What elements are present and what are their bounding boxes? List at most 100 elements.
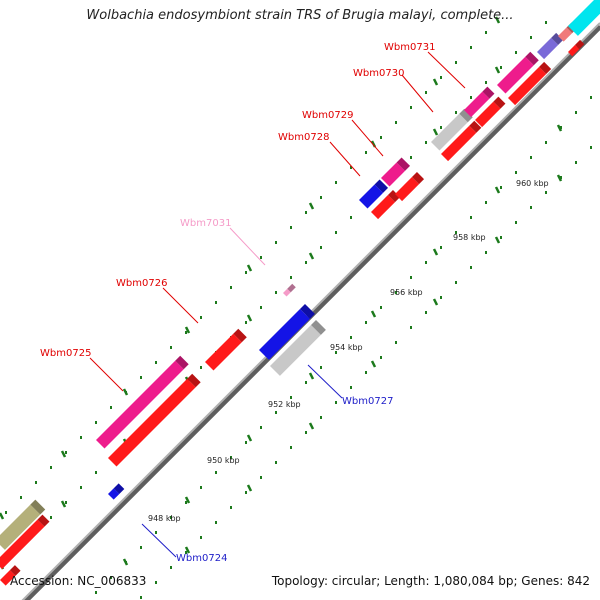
tick-label-952: 952 kbp [268, 400, 301, 409]
gene-label-wbm0724[interactable]: Wbm0724 [176, 553, 227, 564]
feature-purple[interactable] [537, 32, 564, 60]
feature-grey-top[interactable] [431, 108, 473, 151]
scale-dot [575, 111, 577, 114]
tick-label-954: 954 kbp [330, 343, 363, 352]
scale-dot [245, 441, 247, 444]
scale-dot [485, 201, 487, 204]
gene-label-wbm0730[interactable]: Wbm0730 [353, 68, 404, 79]
scale-tick-mark [494, 186, 501, 194]
feature-red-c4-end [493, 96, 506, 109]
feature-cyan[interactable] [568, 0, 600, 36]
scale-dot [350, 386, 352, 389]
feature-red-c4[interactable] [475, 96, 506, 128]
gene-label-wbm0731[interactable]: Wbm0731 [384, 42, 435, 53]
tick-label-950: 950 kbp [207, 456, 240, 465]
feature-wbm0726[interactable] [205, 328, 247, 371]
scale-dot [245, 321, 247, 324]
feature-wbm0730[interactable] [464, 86, 495, 118]
feature-red-c2-front [395, 177, 420, 202]
feature-wbm7031-end [287, 283, 296, 293]
feature-wbm0729[interactable] [381, 157, 411, 187]
scale-dot [80, 486, 82, 489]
scale-dot [335, 401, 337, 404]
feature-grey-mid[interactable] [270, 319, 326, 376]
scale-dot [230, 456, 232, 459]
scale-tick-mark [308, 252, 315, 260]
feature-wbm0731-front [497, 56, 534, 94]
feature-red-ll-b[interactable] [0, 565, 21, 586]
feature-wbm0727-front [259, 308, 310, 360]
tick-label-958: 958 kbp [453, 233, 486, 242]
gene-label-wbm0726[interactable]: Wbm0726 [116, 278, 167, 289]
feature-wbm0728[interactable] [359, 179, 389, 209]
gene-label-wbm0727[interactable]: Wbm0727 [342, 396, 393, 407]
feature-wbm0731[interactable] [497, 51, 539, 94]
scale-tick-mark [60, 450, 67, 458]
scale-dot [590, 96, 592, 99]
scale-tick-mark [370, 310, 377, 318]
scale-dot [305, 261, 307, 264]
feature-olive-end [30, 499, 46, 515]
accession-label: Accession: NC_006833 [10, 574, 147, 588]
scale-tick-mark [246, 314, 253, 322]
gene-label-wbm7031[interactable]: Wbm7031 [180, 218, 231, 229]
feature-red-c5-top [508, 61, 545, 98]
gene-label-wbm0728[interactable]: Wbm0728 [278, 132, 329, 143]
scale-dot [380, 356, 382, 359]
scale-dot [320, 366, 322, 369]
feature-wbm0731-end [525, 51, 539, 66]
scale-dot [560, 126, 562, 129]
feature-wbm7031-front [283, 288, 291, 297]
scale-tick-mark [494, 66, 501, 74]
scale-tick-mark [370, 360, 377, 368]
scale-dot [215, 471, 217, 474]
feature-red-c3[interactable] [441, 120, 482, 162]
feature-red-c6[interactable] [568, 39, 585, 57]
scale-dot [425, 91, 427, 94]
scale-tick-mark [556, 174, 563, 182]
feature-wbm0727[interactable] [259, 303, 315, 360]
gene-label-wbm0729[interactable]: Wbm0729 [302, 110, 353, 121]
scale-dot [455, 61, 457, 64]
feature-wbm0725-pink-end [175, 355, 189, 370]
genome-summary: Topology: circular; Length: 1,080,084 bp… [271, 574, 590, 588]
scale-tick-mark [432, 248, 439, 256]
scale-dot [545, 191, 547, 194]
scale-dot [410, 276, 412, 279]
feature-red-ll[interactable] [0, 514, 50, 570]
feature-red-c1-front [371, 195, 396, 220]
scale-tick-mark [308, 422, 315, 430]
scale-dot [335, 181, 337, 184]
scale-dot [95, 421, 97, 424]
gene-label-wbm0725[interactable]: Wbm0725 [40, 348, 91, 359]
scale-dot [245, 271, 247, 274]
scale-dot [290, 446, 292, 449]
feature-grey-mid-end [311, 319, 326, 335]
feature-wbm0725-pink[interactable] [96, 355, 189, 449]
scale-dot [275, 241, 277, 244]
feature-olive[interactable] [0, 499, 46, 550]
feature-wbm0724[interactable] [108, 483, 125, 500]
scale-dot [515, 171, 517, 174]
feature-red-ll-b-end [9, 565, 21, 576]
feature-wbm0725-red-front [108, 378, 196, 467]
scale-dot [425, 141, 427, 144]
scale-tick-mark [184, 326, 191, 334]
scale-dot [185, 331, 187, 334]
feature-wbm0725-red[interactable] [108, 373, 201, 467]
scale-dot [560, 176, 562, 179]
scale-dot [275, 411, 277, 414]
scale-dot [170, 516, 172, 519]
scale-dot [185, 501, 187, 504]
scale-dot [200, 316, 202, 319]
scale-dot [350, 166, 352, 169]
scale-dot [110, 406, 112, 409]
scale-dot [455, 281, 457, 284]
scale-dot [485, 31, 487, 34]
feature-red-c5[interactable] [508, 61, 552, 106]
feature-red-c2[interactable] [395, 172, 425, 202]
feature-red-ll-front [0, 519, 45, 570]
feature-red-c1[interactable] [371, 190, 401, 220]
scale-dot [215, 521, 217, 524]
feature-wbm7031[interactable] [283, 283, 296, 297]
